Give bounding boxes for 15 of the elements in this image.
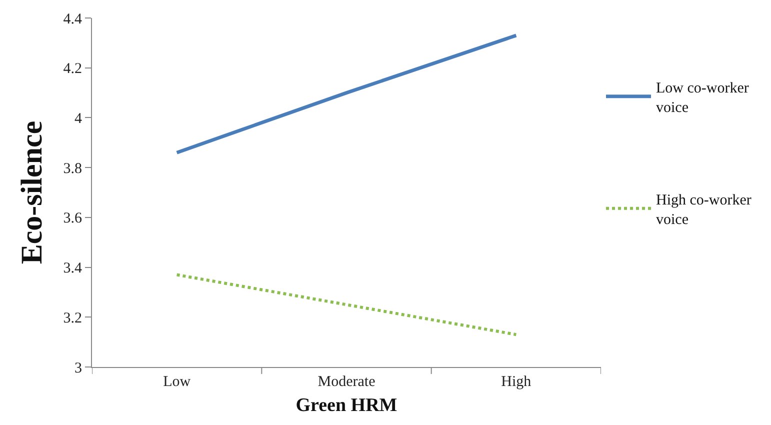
- y-tick-label: 3.2: [63, 310, 82, 326]
- y-tick-label: 4: [74, 110, 82, 127]
- legend-label: Low co-worker voice: [656, 80, 749, 116]
- x-tick-label: High: [501, 374, 532, 390]
- y-tick-label: 4.4: [63, 11, 82, 28]
- y-tick-label: 4.2: [63, 61, 82, 78]
- x-axis-title: Green HRM: [296, 394, 398, 416]
- y-axis-title: Eco-silence: [15, 120, 48, 264]
- y-tick-label: 3.6: [63, 210, 82, 227]
- y-tick-label: 3.4: [63, 260, 82, 277]
- y-tick-label: 3.8: [63, 160, 82, 177]
- x-tick-label: Moderate: [318, 374, 376, 390]
- x-tick-label: Low: [163, 374, 191, 390]
- legend-label: High co-worker voice: [656, 192, 752, 228]
- y-tick-label: 3: [74, 360, 82, 376]
